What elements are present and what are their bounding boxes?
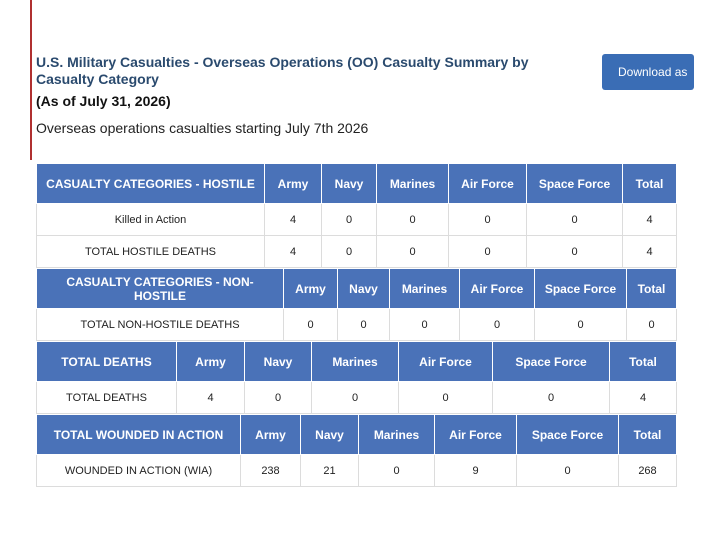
- column-header-navy: Navy: [321, 163, 377, 204]
- page-title: U.S. Military Casualties - Overseas Oper…: [36, 54, 529, 87]
- table-row: TOTAL HOSTILE DEATHS 4 0 0 0 0 4: [36, 235, 677, 268]
- cell-space-force: 0: [534, 308, 627, 341]
- hostile-table: CASUALTY CATEGORIES - HOSTILE Army Navy …: [36, 163, 677, 268]
- column-header-marines: Marines: [311, 341, 399, 382]
- cell-marines: 0: [376, 203, 449, 236]
- column-header-navy: Navy: [244, 341, 312, 382]
- column-header-air-force: Air Force: [434, 414, 517, 455]
- non-hostile-table: CASUALTY CATEGORIES - NON-HOSTILE Army N…: [36, 268, 677, 341]
- column-header-marines: Marines: [389, 268, 460, 309]
- row-label: WOUNDED IN ACTION (WIA): [36, 454, 241, 487]
- left-accent-rule: [30, 0, 32, 160]
- table-heading: CASUALTY CATEGORIES - HOSTILE: [36, 163, 265, 204]
- column-header-navy: Navy: [300, 414, 359, 455]
- column-header-marines: Marines: [358, 414, 435, 455]
- cell-army: 0: [283, 308, 338, 341]
- column-header-space-force: Space Force: [492, 341, 610, 382]
- cell-army: 238: [240, 454, 301, 487]
- cell-space-force: 0: [526, 203, 623, 236]
- total-deaths-table: TOTAL DEATHS Army Navy Marines Air Force…: [36, 341, 677, 414]
- table-row: WOUNDED IN ACTION (WIA) 238 21 0 9 0 268: [36, 454, 677, 487]
- cell-navy: 0: [321, 203, 377, 236]
- cell-army: 4: [176, 381, 245, 414]
- cell-total: 4: [609, 381, 677, 414]
- column-header-army: Army: [283, 268, 338, 309]
- row-label: TOTAL HOSTILE DEATHS: [36, 235, 265, 268]
- cell-marines: 0: [376, 235, 449, 268]
- wounded-table: TOTAL WOUNDED IN ACTION Army Navy Marine…: [36, 414, 677, 487]
- cell-total: 4: [622, 235, 677, 268]
- cell-marines: 0: [389, 308, 460, 341]
- cell-total: 0: [626, 308, 677, 341]
- column-header-navy: Navy: [337, 268, 390, 309]
- column-header-space-force: Space Force: [516, 414, 619, 455]
- cell-air-force: 0: [448, 235, 527, 268]
- table-row: TOTAL DEATHS 4 0 0 0 0 4: [36, 381, 677, 414]
- cell-navy: 0: [337, 308, 390, 341]
- download-button[interactable]: Download as: [602, 54, 694, 90]
- column-header-total: Total: [626, 268, 677, 309]
- row-label: TOTAL DEATHS: [36, 381, 177, 414]
- as-of-date: (As of July 31, 2026): [36, 93, 171, 109]
- casualty-tables: CASUALTY CATEGORIES - HOSTILE Army Navy …: [36, 163, 677, 487]
- cell-navy: 0: [244, 381, 312, 414]
- table-row: Killed in Action 4 0 0 0 0 4: [36, 203, 677, 236]
- table-header-row: CASUALTY CATEGORIES - HOSTILE Army Navy …: [36, 163, 677, 204]
- column-header-marines: Marines: [376, 163, 449, 204]
- page-subtitle: Overseas operations casualties starting …: [36, 120, 369, 136]
- cell-space-force: 0: [526, 235, 623, 268]
- column-header-army: Army: [264, 163, 322, 204]
- row-label: Killed in Action: [36, 203, 265, 236]
- table-header-row: TOTAL WOUNDED IN ACTION Army Navy Marine…: [36, 414, 677, 455]
- column-header-air-force: Air Force: [459, 268, 535, 309]
- table-header-row: CASUALTY CATEGORIES - NON-HOSTILE Army N…: [36, 268, 677, 309]
- row-label: TOTAL NON-HOSTILE DEATHS: [36, 308, 284, 341]
- cell-army: 4: [264, 235, 322, 268]
- cell-navy: 0: [321, 235, 377, 268]
- table-row: TOTAL NON-HOSTILE DEATHS 0 0 0 0 0 0: [36, 308, 677, 341]
- cell-air-force: 0: [459, 308, 535, 341]
- column-header-army: Army: [240, 414, 301, 455]
- table-heading: TOTAL WOUNDED IN ACTION: [36, 414, 241, 455]
- column-header-army: Army: [176, 341, 245, 382]
- cell-total: 4: [622, 203, 677, 236]
- column-header-space-force: Space Force: [526, 163, 623, 204]
- cell-marines: 0: [311, 381, 399, 414]
- column-header-total: Total: [609, 341, 677, 382]
- column-header-air-force: Air Force: [448, 163, 527, 204]
- column-header-air-force: Air Force: [398, 341, 493, 382]
- cell-space-force: 0: [516, 454, 619, 487]
- cell-air-force: 0: [398, 381, 493, 414]
- cell-marines: 0: [358, 454, 435, 487]
- cell-total: 268: [618, 454, 677, 487]
- table-header-row: TOTAL DEATHS Army Navy Marines Air Force…: [36, 341, 677, 382]
- table-heading: CASUALTY CATEGORIES - NON-HOSTILE: [36, 268, 284, 309]
- cell-navy: 21: [300, 454, 359, 487]
- column-header-total: Total: [622, 163, 677, 204]
- column-header-space-force: Space Force: [534, 268, 627, 309]
- column-header-total: Total: [618, 414, 677, 455]
- cell-army: 4: [264, 203, 322, 236]
- cell-air-force: 0: [448, 203, 527, 236]
- cell-air-force: 9: [434, 454, 517, 487]
- table-heading: TOTAL DEATHS: [36, 341, 177, 382]
- cell-space-force: 0: [492, 381, 610, 414]
